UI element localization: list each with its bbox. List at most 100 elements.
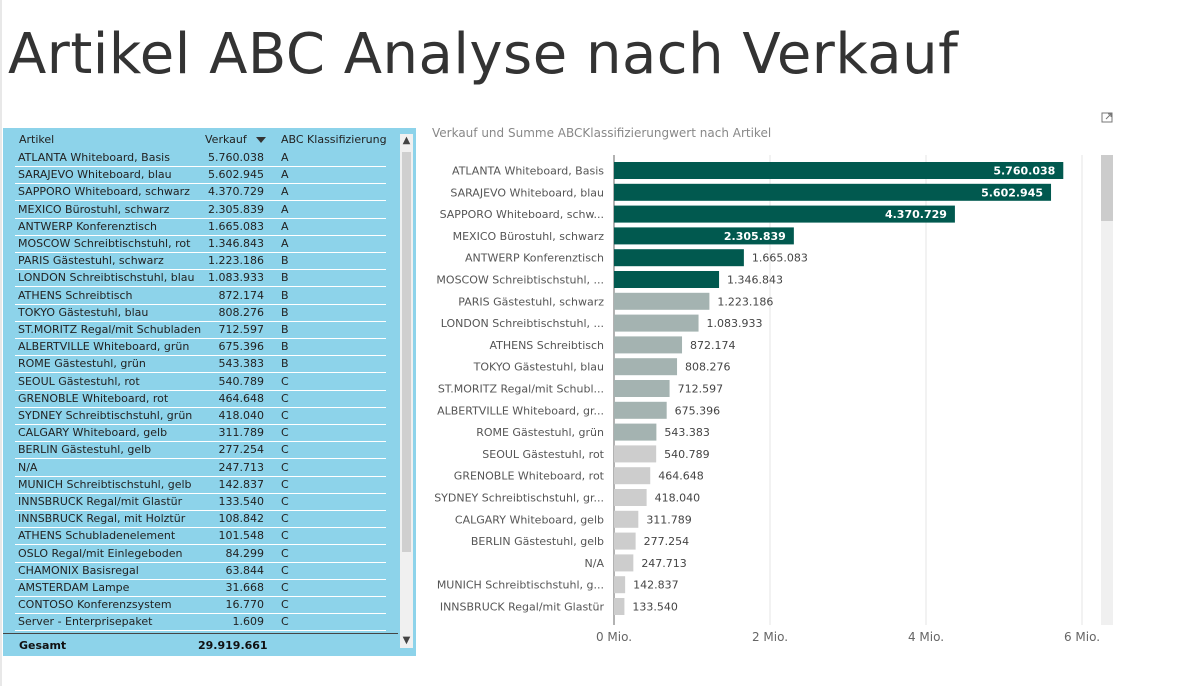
table-row[interactable]: ANTWERP Konferenztisch 1.665.083 A — [15, 218, 386, 236]
bar[interactable] — [614, 271, 720, 288]
cell-abc: B — [281, 271, 289, 285]
table-row[interactable]: MEXICO Bürostuhl, schwarz 2.305.839 A — [15, 201, 386, 219]
column-header-abc[interactable]: ABC Klassifizierung — [281, 133, 387, 146]
bar[interactable] — [614, 467, 651, 485]
table-row[interactable]: SEOUL Gästestuhl, rot 540.789 C — [15, 373, 386, 391]
sort-descending-icon[interactable] — [256, 137, 266, 143]
bar[interactable] — [614, 510, 639, 528]
table-row[interactable]: SARAJEVO Whiteboard, blau 5.602.945 A — [15, 166, 386, 185]
table-row[interactable]: INNSBRUCK Regal/mit Glastür 133.540 C — [15, 493, 386, 511]
cell-abc: A — [281, 237, 289, 250]
cell-artikel: TOKYO Gästestuhl, blau — [18, 305, 149, 319]
focus-mode-icon[interactable] — [1101, 111, 1114, 124]
bar[interactable] — [614, 576, 626, 594]
scroll-up-icon[interactable]: ▲ — [402, 135, 411, 146]
cell-artikel: ROME Gästestuhl, grün — [18, 357, 146, 371]
table-row[interactable]: BERLIN Gästestuhl, gelb 277.254 C — [15, 441, 386, 460]
table-row[interactable]: Server - Enterprisepaket 1.609 C — [15, 613, 386, 632]
cell-verkauf: 1.609 — [232, 615, 265, 629]
value-label: 247.713 — [641, 557, 687, 570]
table-row[interactable]: CHAMONIX Basisregal 63.844 C — [15, 562, 386, 580]
cell-abc: B — [281, 340, 289, 354]
cell-artikel: LONDON Schreibtischstuhl, blau — [18, 271, 195, 285]
bar[interactable] — [614, 314, 699, 332]
table-row[interactable]: PARIS Gästestuhl, schwarz 1.223.186 B — [15, 252, 386, 271]
table-row[interactable]: ROME Gästestuhl, grün 543.383 B — [15, 355, 386, 374]
column-header-verkauf[interactable]: Verkauf — [205, 133, 247, 146]
table-row[interactable]: N/A 247.713 C — [15, 459, 386, 477]
cell-artikel: GRENOBLE Whiteboard, rot — [18, 391, 169, 405]
scroll-down-icon[interactable]: ▼ — [402, 635, 411, 646]
value-label: 1.665.083 — [752, 252, 808, 265]
bar[interactable] — [614, 598, 625, 615]
category-label: SAPPORO Whiteboard, schw... — [440, 208, 604, 221]
bar[interactable] — [614, 336, 683, 354]
cell-verkauf: 5.602.945 — [208, 168, 264, 182]
table-row[interactable]: MOSCOW Schreibtischstuhl, rot 1.346.843 A — [15, 235, 386, 253]
bar[interactable] — [614, 489, 647, 506]
table-row[interactable]: ALBERTVILLE Whiteboard, grün 675.396 B — [15, 338, 386, 357]
cell-abc: C — [281, 581, 289, 594]
x-tick-label: 2 Mio. — [752, 630, 788, 644]
table-row[interactable]: SYDNEY Schreibtischstuhl, grün 418.040 C — [15, 407, 386, 425]
chart-scroll-thumb[interactable] — [1101, 155, 1113, 221]
cell-artikel: MUNICH Schreibtischstuhl, gelb — [18, 477, 192, 491]
bar[interactable] — [614, 162, 1064, 179]
cell-verkauf: 31.668 — [225, 581, 265, 594]
bar[interactable] — [614, 249, 744, 267]
table-row[interactable]: GRENOBLE Whiteboard, rot 464.648 C — [15, 390, 386, 408]
value-label: 1.346.843 — [727, 274, 783, 287]
table-row[interactable]: ATHENS Schubladenelement 101.548 C — [15, 527, 386, 546]
bar[interactable] — [614, 423, 657, 441]
table-row[interactable]: ST.MORITZ Regal/mit Schubladen 712.597 B — [15, 321, 386, 339]
table-row[interactable]: ATLANTA Whiteboard, Basis 5.760.038 A — [15, 149, 386, 167]
bar[interactable] — [614, 401, 667, 419]
column-header-artikel[interactable]: Artikel — [19, 133, 55, 146]
category-label: ALBERTVILLE Whiteboard, gr... — [437, 404, 604, 417]
cell-verkauf: 540.789 — [218, 374, 265, 388]
value-label: 5.602.945 — [981, 186, 1043, 199]
cell-artikel: AMSTERDAM Lampe — [18, 581, 130, 594]
category-label: SEOUL Gästestuhl, rot — [482, 448, 604, 461]
category-label: ANTWERP Konferenztisch — [465, 252, 604, 265]
bar[interactable] — [614, 358, 678, 376]
bar[interactable] — [614, 380, 670, 397]
bar[interactable] — [614, 554, 634, 572]
table-row[interactable]: CALGARY Whiteboard, gelb 311.789 C — [15, 424, 386, 443]
table-row[interactable]: TOKYO Gästestuhl, blau 808.276 B — [15, 304, 386, 322]
cell-verkauf: 1.665.083 — [208, 219, 264, 233]
table-row[interactable]: ATHENS Schreibtisch 872.174 B — [15, 287, 386, 305]
value-label: 5.760.038 — [993, 165, 1055, 178]
value-label: 712.597 — [678, 383, 724, 396]
table-row[interactable]: CONTOSO Konferenzsystem 16.770 C — [15, 596, 386, 615]
cell-artikel: SARAJEVO Whiteboard, blau — [18, 168, 172, 182]
table-scrollbar[interactable]: ▲ ▼ — [400, 134, 413, 648]
cell-artikel: MEXICO Bürostuhl, schwarz — [18, 202, 170, 216]
abc-table: Artikel Verkauf ABC Klassifizierung ATLA… — [3, 128, 416, 656]
category-label: ST.MORITZ Regal/mit Schubl... — [438, 383, 604, 396]
page-edge — [0, 0, 2, 686]
bar[interactable] — [614, 292, 710, 310]
category-label: CALGARY Whiteboard, gelb — [455, 513, 604, 526]
table-scroll-thumb[interactable] — [402, 152, 411, 552]
cell-abc: C — [281, 529, 289, 543]
cell-verkauf: 464.648 — [218, 391, 265, 405]
table-row[interactable]: MUNICH Schreibtischstuhl, gelb 142.837 C — [15, 476, 386, 494]
cell-abc: C — [281, 563, 289, 577]
value-label: 540.789 — [664, 448, 710, 461]
cell-artikel: ST.MORITZ Regal/mit Schubladen — [18, 323, 202, 336]
table-row[interactable]: AMSTERDAM Lampe 31.668 C — [15, 579, 386, 597]
bar[interactable] — [614, 227, 794, 245]
cell-abc: C — [281, 409, 289, 422]
table-row[interactable]: SAPPORO Whiteboard, schwarz 4.370.729 A — [15, 183, 386, 202]
bar[interactable] — [614, 532, 636, 550]
cell-artikel: ALBERTVILLE Whiteboard, grün — [18, 340, 190, 354]
table-row[interactable]: OSLO Regal/mit Einlegeboden 84.299 C — [15, 545, 386, 563]
cell-artikel: N/A — [18, 460, 38, 474]
table-row[interactable]: LONDON Schreibtischstuhl, blau 1.083.933 B — [15, 269, 386, 288]
bar[interactable] — [614, 445, 657, 463]
table-row[interactable]: INNSBRUCK Regal, mit Holztür 108.842 C — [15, 510, 386, 529]
bar[interactable] — [614, 205, 955, 223]
bar[interactable] — [614, 183, 1052, 201]
chart-scrollbar[interactable] — [1101, 155, 1113, 625]
